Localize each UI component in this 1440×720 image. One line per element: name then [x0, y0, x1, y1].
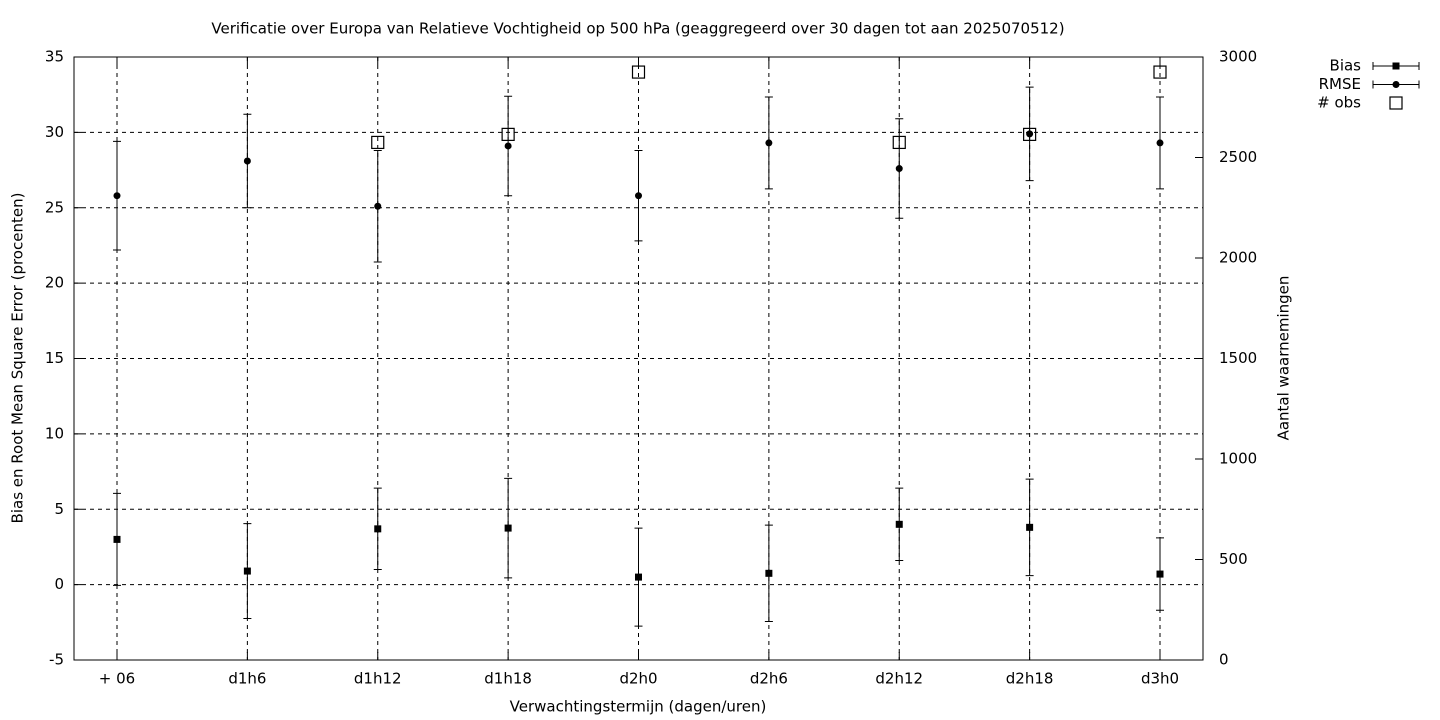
y2-tick-label: 3000 — [1219, 48, 1257, 66]
point — [371, 135, 385, 150]
x-tick-label: d2h0 — [619, 670, 657, 688]
y-tick-label: -5 — [49, 651, 64, 669]
y2-axis-label: Aantal waarnemingen — [1275, 276, 1293, 441]
x-tick-label: d1h6 — [228, 670, 266, 688]
x-tick-label: d2h12 — [875, 670, 923, 688]
point — [374, 202, 382, 210]
y-tick-label: 25 — [45, 198, 64, 216]
point — [1392, 62, 1400, 70]
legend-label: RMSE — [1319, 75, 1361, 93]
point — [765, 569, 773, 577]
point — [374, 525, 382, 533]
y-tick-label: 35 — [45, 48, 64, 66]
x-tick-label: + 06 — [99, 670, 135, 688]
point — [504, 142, 512, 150]
x-tick-label: d2h6 — [750, 670, 788, 688]
legend-label: # obs — [1317, 94, 1361, 112]
point — [1156, 570, 1164, 578]
chart-title: Verificatie over Europa van Relatieve Vo… — [211, 20, 1064, 38]
point — [631, 65, 646, 79]
point — [635, 192, 642, 200]
y-axis-label: Bias en Root Mean Square Error (procente… — [9, 193, 27, 524]
point — [1026, 523, 1034, 531]
point — [635, 573, 642, 581]
y-tick-label: 20 — [45, 274, 64, 292]
point — [895, 165, 903, 173]
point — [765, 139, 773, 147]
point — [895, 520, 903, 528]
point — [504, 524, 512, 532]
point — [113, 535, 121, 543]
point — [1026, 130, 1034, 138]
y2-tick-label: 1500 — [1219, 349, 1257, 367]
x-tick-label: d1h12 — [354, 670, 402, 688]
y2-tick-label: 2000 — [1219, 249, 1257, 267]
x-tick-label: d1h18 — [484, 670, 532, 688]
y2-tick-label: 500 — [1219, 550, 1248, 568]
y-tick-label: 15 — [45, 349, 64, 367]
y-tick-label: 0 — [54, 575, 64, 593]
point — [1156, 139, 1164, 147]
point — [1023, 127, 1037, 141]
point — [243, 157, 251, 165]
point — [1153, 65, 1167, 79]
y-tick-label: 5 — [54, 500, 64, 518]
y2-tick-label: 2500 — [1219, 148, 1257, 166]
point — [243, 567, 251, 575]
y2-tick-label: 0 — [1219, 651, 1229, 669]
point — [1392, 81, 1400, 88]
point — [501, 127, 515, 141]
y-tick-label: 10 — [45, 424, 64, 442]
point — [1389, 96, 1403, 110]
x-axis-label: Verwachtingstermijn (dagen/uren) — [510, 698, 767, 716]
x-tick-label: d3h0 — [1141, 670, 1179, 688]
point — [113, 192, 121, 200]
x-tick-label: d2h18 — [1006, 670, 1054, 688]
y-tick-label: 30 — [45, 123, 64, 141]
y2-tick-label: 1000 — [1219, 450, 1257, 468]
legend-label: Bias — [1330, 57, 1362, 75]
point — [892, 135, 906, 150]
